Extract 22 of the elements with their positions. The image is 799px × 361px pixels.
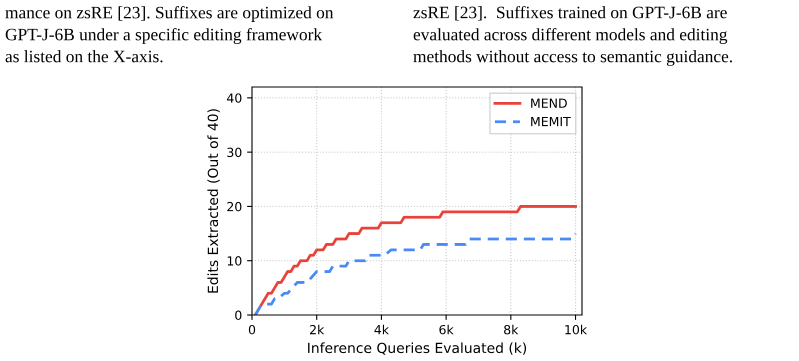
y-axis-title: Edits Extracted (Out of 40) bbox=[207, 109, 220, 293]
legend-label: MEMIT bbox=[531, 116, 571, 126]
legend-label: MEND bbox=[531, 98, 567, 108]
x-tick-label: 8k bbox=[504, 324, 518, 334]
y-tick-label: 40 bbox=[226, 93, 242, 103]
x-tick-label: 4k bbox=[374, 324, 389, 334]
y-tick-label: 10 bbox=[228, 256, 242, 266]
x-tick-label: 10k bbox=[565, 324, 588, 334]
text: as listed on the X-axis. bbox=[6, 50, 162, 62]
text: GPT-J-6B under a specific editing framework bbox=[6, 28, 322, 44]
y-tick-label: 0 bbox=[235, 310, 242, 320]
text: methods without access to semantic guidance. bbox=[413, 50, 732, 66]
text: zsRE [23]. Suffixes trained on GPT-J-6B are bbox=[413, 6, 727, 20]
text: mance on zsRE [23]. Suffixes are optimized on bbox=[5, 6, 334, 22]
line-series bbox=[254, 232, 577, 315]
x-axis-title: Inference Queries Evaluated (k) bbox=[308, 342, 526, 355]
x-tick-label: 2k bbox=[310, 324, 324, 334]
y-tick-label: 30 bbox=[227, 148, 242, 158]
x-tick-label: 6k bbox=[439, 324, 454, 334]
x-tick-label: 0 bbox=[248, 324, 256, 334]
y-tick-label: 20 bbox=[227, 202, 242, 212]
text: evaluated across different models and editing bbox=[414, 28, 728, 44]
